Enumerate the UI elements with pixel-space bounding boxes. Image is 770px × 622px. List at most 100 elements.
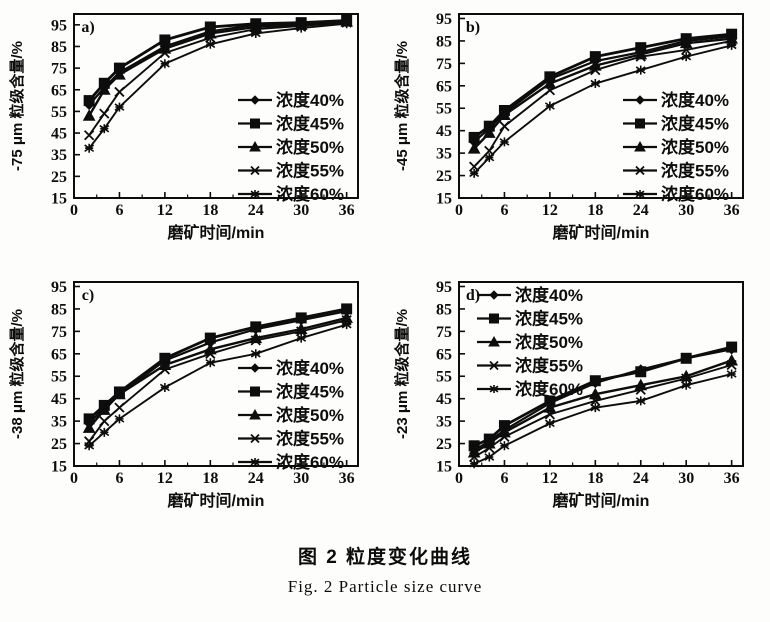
panel-letter: c) [82,287,94,304]
legend-label-2: 浓度50% [276,405,344,425]
x-tick-label: 30 [293,202,309,219]
legend-marker-0 [635,95,645,105]
chart-grid: 0 6 12 18 24 30 36 15 25 35 45 55 65 75 85 95 磨矿时间/min -7… [0,11,770,536]
series-marker-2 [588,387,602,400]
y-tick-label: 25 [51,169,67,186]
y-tick-label: 55 [51,369,67,386]
series-marker-1 [83,95,95,107]
legend-label-4: 浓度60% [661,184,729,204]
series-marker-3 [499,121,510,132]
y-tick-label: 45 [51,391,67,408]
y-tick-label: 85 [436,301,452,318]
y-tick-label: 45 [51,126,67,143]
series-marker-4 [159,59,170,69]
series-marker-3 [590,395,601,407]
series-marker-3 [159,47,171,59]
legend-label-2: 浓度50% [276,137,344,157]
series-marker-4 [84,441,95,451]
series-marker-3 [499,431,510,442]
y-tick-label: 25 [51,436,67,453]
series-marker-4 [590,79,601,89]
series-marker-2 [543,77,557,89]
series-marker-3 [469,451,480,463]
series-line-3 [473,39,732,168]
y-tick-label: 45 [436,391,452,408]
legend-label-3: 浓度55% [276,429,344,449]
legend-label-2: 浓度50% [515,332,583,352]
x-tick-label: 0 [70,470,78,487]
chart-panel-d: 0 6 12 18 24 30 36 15 25 35 45 55 65 75 85 95 磨矿时间/min -2… [385,268,770,536]
series-marker-4 [469,168,480,178]
x-tick-label: 12 [542,470,558,487]
series-line-2 [88,20,347,117]
series-marker-4 [296,333,307,343]
x-tick-label: 36 [724,202,740,219]
y-axis-title: -23 μm 粒级含量/% [393,309,411,439]
series-marker-3 [726,359,737,371]
series-marker-4 [205,39,216,49]
legend-label-1: 浓度45% [276,382,344,402]
chart-panel-c: 0 6 12 18 24 30 36 15 25 35 45 55 65 75 85 95 磨矿时间/min -3… [0,268,385,536]
series-marker-3 [205,348,216,359]
y-tick-label: 65 [436,346,452,363]
y-tick-label: 85 [436,33,452,50]
y-tick-label: 45 [436,123,452,140]
x-tick-label: 18 [202,202,218,219]
legend-label-1: 浓度45% [515,309,583,329]
x-tick-label: 0 [455,470,463,487]
x-tick-label: 12 [542,202,558,219]
chart-d-minus-23um: 0 6 12 18 24 30 36 15 25 35 45 55 65 75 85 95 磨矿时间/min -2… [393,279,744,510]
legend-label-4: 浓度60% [276,452,344,472]
y-axis-title: -75 μm 粒级含量/% [8,41,26,171]
series-marker-3 [635,51,646,62]
plot-border [73,281,359,467]
legend-marker-0 [250,95,260,105]
series-marker-4 [635,65,646,75]
series-marker-2 [679,36,693,49]
y-tick-label: 35 [51,414,67,431]
legend-label-0: 浓度40% [661,90,729,110]
y-tick-label: 75 [51,61,67,78]
y-axis-title: -45 μm 粒级含量/% [393,41,411,171]
x-tick-label: 24 [633,202,649,219]
legend-label-3: 浓度55% [661,161,729,181]
series-marker-4 [250,349,261,359]
panel-letter: d) [466,287,480,304]
x-tick-label: 18 [587,202,603,219]
y-tick-label: 85 [51,301,67,318]
series-marker-4 [250,28,261,38]
series-marker-4 [341,320,352,330]
x-axis-title: 磨矿时间/min [553,223,650,242]
y-tick-label: 55 [51,104,67,121]
y-tick-label: 15 [51,459,67,476]
series-marker-2 [498,108,511,120]
series-marker-1 [204,332,216,344]
legend-marker-2 [249,408,261,420]
x-tick-label: 30 [293,470,309,487]
series-marker-3 [681,373,692,384]
series-marker-3 [544,85,556,96]
x-tick-label: 30 [678,202,694,219]
x-tick-label: 6 [115,470,123,487]
y-tick-label: 75 [51,324,67,341]
y-tick-label: 25 [436,168,452,185]
series-marker-2 [482,126,496,138]
series-marker-3 [159,364,171,375]
series-marker-2 [97,83,111,95]
y-tick-label: 55 [436,369,452,386]
series-marker-1 [635,366,647,378]
series-line-2 [473,37,732,150]
legend-label-4: 浓度60% [276,184,344,204]
x-axis-title: 磨矿时间/min [168,491,265,510]
legend-label-0: 浓度40% [515,285,583,305]
series-marker-4 [99,427,110,437]
legend-marker-4 [250,190,260,198]
series-marker-3 [84,130,95,141]
series-marker-4 [114,414,125,424]
legend-label-3: 浓度55% [276,161,344,181]
legend-marker-1 [250,118,260,129]
x-tick-label: 6 [115,202,123,219]
series-marker-3 [544,409,556,420]
series-marker-2 [82,109,96,121]
